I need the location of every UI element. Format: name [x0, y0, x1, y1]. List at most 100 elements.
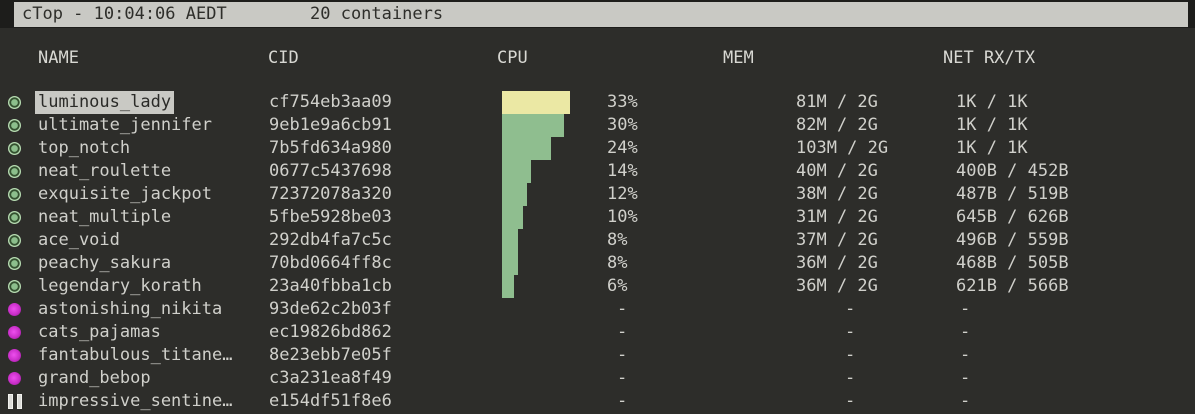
status-running-icon	[8, 96, 21, 109]
net-value: 468B / 505B	[956, 253, 1069, 273]
table-row[interactable]: neat_multiple 5fbe5928be03 10% 31M / 2G …	[0, 206, 1195, 229]
mem-value: 103M / 2G	[796, 138, 889, 158]
mem-value: 36M / 2G	[796, 253, 878, 273]
cpu-value: 30%	[607, 115, 638, 135]
table-row[interactable]: astonishing_nikita 93de62c2b03f - - -	[0, 298, 1195, 321]
status-running-icon	[8, 142, 21, 155]
cpu-value: 6%	[607, 276, 628, 296]
net-value: -	[960, 391, 971, 411]
cpu-value: 12%	[607, 184, 638, 204]
net-value: 496B / 559B	[956, 230, 1069, 250]
net-value: 1K / 1K	[956, 115, 1028, 135]
mem-value: -	[845, 299, 856, 319]
cpu-usage-bar	[502, 275, 514, 298]
status-exited-icon	[8, 349, 21, 362]
net-value: 1K / 1K	[956, 138, 1028, 158]
table-row[interactable]: grand_bebop c3a231ea8f49 - - -	[0, 367, 1195, 390]
container-id: c3a231ea8f49	[269, 368, 392, 388]
column-header-mem[interactable]: MEM	[723, 48, 754, 68]
container-id: 7b5fd634a980	[269, 138, 392, 158]
container-id: e154df51f8e6	[269, 391, 392, 411]
table-row[interactable]: impressive_sentine… e154df51f8e6 - - -	[0, 390, 1195, 413]
column-header-cid[interactable]: CID	[268, 48, 299, 68]
cpu-usage-bar	[502, 229, 518, 252]
table-row[interactable]: neat_roulette 0677c5437698 14% 40M / 2G …	[0, 160, 1195, 183]
cpu-value: 10%	[607, 207, 638, 227]
cpu-usage-bar	[502, 160, 531, 183]
cpu-value: 33%	[607, 92, 638, 112]
container-name: fantabulous_titane…	[38, 345, 233, 365]
table-row[interactable]: cats_pajamas ec19826bd862 - - -	[0, 321, 1195, 344]
container-count: 20 containers	[310, 4, 444, 24]
status-paused-icon	[8, 394, 23, 409]
table-row[interactable]: ultimate_jennifer 9eb1e9a6cb91 30% 82M /…	[0, 114, 1195, 137]
table-row[interactable]: peachy_sakura 70bd0664ff8c 8% 36M / 2G 4…	[0, 252, 1195, 275]
status-running-icon	[8, 257, 21, 270]
status-running-icon	[8, 280, 21, 293]
titlebar-strip: cTop - 10:04:06 AEDT 20 containers	[0, 0, 1195, 28]
status-running-icon	[8, 119, 21, 132]
container-name: luminous_lady	[35, 91, 175, 114]
cpu-usage-bar	[502, 183, 527, 206]
net-value: 400B / 452B	[956, 161, 1069, 181]
mem-value: -	[845, 345, 856, 365]
container-id: ec19826bd862	[269, 322, 392, 342]
cpu-value: -	[617, 368, 628, 388]
column-header-row: NAME CID CPU MEM NET RX/TX	[0, 47, 1195, 69]
container-name: cats_pajamas	[38, 322, 161, 342]
container-name: grand_bebop	[38, 368, 151, 388]
container-id: 23a40fbba1cb	[269, 276, 392, 296]
table-row[interactable]: ace_void 292db4fa7c5c 8% 37M / 2G 496B /…	[0, 229, 1195, 252]
container-id: 5fbe5928be03	[269, 207, 392, 227]
container-name: ace_void	[38, 230, 120, 250]
mem-value: 36M / 2G	[796, 276, 878, 296]
container-id: 8e23ebb7e05f	[269, 345, 392, 365]
cpu-value: 8%	[607, 253, 628, 273]
table-row[interactable]: exquisite_jackpot 72372078a320 12% 38M /…	[0, 183, 1195, 206]
cpu-value: 14%	[607, 161, 638, 181]
table-row[interactable]: fantabulous_titane… 8e23ebb7e05f - - -	[0, 344, 1195, 367]
container-name: top_notch	[38, 138, 131, 158]
status-running-icon	[8, 188, 21, 201]
net-value: -	[960, 368, 971, 388]
table-row[interactable]: top_notch 7b5fd634a980 24% 103M / 2G 1K …	[0, 137, 1195, 160]
cpu-usage-bar	[502, 114, 564, 137]
cpu-usage-bar	[502, 252, 518, 275]
status-exited-icon	[8, 303, 21, 316]
mem-value: -	[845, 391, 856, 411]
mem-value: 31M / 2G	[796, 207, 878, 227]
table-row[interactable]: legendary_korath 23a40fbba1cb 6% 36M / 2…	[0, 275, 1195, 298]
cpu-value: -	[617, 391, 628, 411]
status-exited-icon	[8, 326, 21, 339]
mem-value: 81M / 2G	[796, 92, 878, 112]
cpu-usage-bar	[502, 91, 570, 114]
net-value: 1K / 1K	[956, 92, 1028, 112]
container-name: peachy_sakura	[38, 253, 172, 273]
mem-value: 37M / 2G	[796, 230, 878, 250]
container-id: 72372078a320	[269, 184, 392, 204]
status-running-icon	[8, 165, 21, 178]
container-id: 93de62c2b03f	[269, 299, 392, 319]
container-table: luminous_lady cf754eb3aa09 33% 81M / 2G …	[0, 91, 1195, 413]
cpu-value: 8%	[607, 230, 628, 250]
titlebar: cTop - 10:04:06 AEDT 20 containers	[14, 2, 1188, 27]
net-value: 645B / 626B	[956, 207, 1069, 227]
mem-value: 38M / 2G	[796, 184, 878, 204]
column-header-net[interactable]: NET RX/TX	[943, 48, 1036, 68]
status-running-icon	[8, 211, 21, 224]
column-header-cpu[interactable]: CPU	[497, 48, 528, 68]
cpu-value: -	[617, 322, 628, 342]
net-value: 621B / 566B	[956, 276, 1069, 296]
container-id: 70bd0664ff8c	[269, 253, 392, 273]
mem-value: 82M / 2G	[796, 115, 878, 135]
container-name: neat_roulette	[38, 161, 172, 181]
net-value: -	[960, 345, 971, 365]
cpu-value: 24%	[607, 138, 638, 158]
container-name: exquisite_jackpot	[38, 184, 212, 204]
net-value: 487B / 519B	[956, 184, 1069, 204]
column-header-name[interactable]: NAME	[38, 48, 79, 68]
container-name: legendary_korath	[38, 276, 202, 296]
table-row[interactable]: luminous_lady cf754eb3aa09 33% 81M / 2G …	[0, 91, 1195, 114]
container-id: cf754eb3aa09	[269, 92, 392, 112]
cpu-value: -	[617, 299, 628, 319]
